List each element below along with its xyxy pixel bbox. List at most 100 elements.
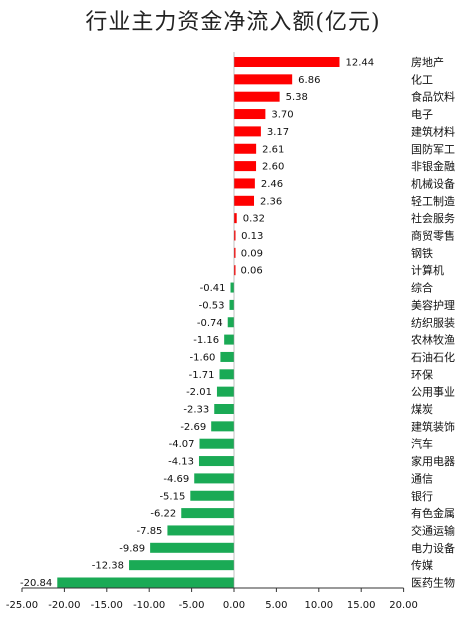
category-label: 建筑装饰 bbox=[411, 419, 455, 433]
bar bbox=[234, 213, 237, 224]
bar bbox=[234, 91, 280, 102]
x-tick-label: 10.00 bbox=[304, 600, 333, 611]
category-label: 家用电器 bbox=[411, 454, 455, 468]
bar bbox=[234, 109, 266, 120]
bar bbox=[194, 473, 234, 484]
data-label: -4.13 bbox=[168, 457, 194, 468]
bar bbox=[234, 178, 255, 189]
category-label: 交通运输 bbox=[411, 523, 455, 537]
category-label: 社会服务 bbox=[411, 211, 455, 225]
data-label: 0.09 bbox=[241, 248, 263, 259]
bar bbox=[190, 490, 234, 501]
bar bbox=[229, 299, 234, 310]
bar bbox=[220, 351, 234, 362]
bar bbox=[216, 386, 234, 397]
bar bbox=[234, 74, 293, 85]
bar bbox=[181, 508, 234, 519]
data-label: -1.16 bbox=[193, 335, 219, 346]
bar bbox=[211, 421, 234, 432]
data-label: 3.17 bbox=[267, 127, 289, 138]
bar bbox=[214, 404, 234, 414]
x-tick-label: 20.00 bbox=[389, 600, 418, 611]
data-label: 2.46 bbox=[261, 179, 283, 190]
category-label: 计算机 bbox=[411, 263, 444, 277]
bar bbox=[234, 195, 255, 206]
category-label: 美容护理 bbox=[411, 298, 455, 312]
x-tick-label: -5.00 bbox=[179, 600, 205, 611]
category-label: 综合 bbox=[411, 281, 433, 295]
category-label: 纺织服装 bbox=[411, 315, 455, 329]
bar bbox=[234, 161, 257, 172]
data-label: -1.71 bbox=[189, 370, 215, 381]
data-label: -0.74 bbox=[197, 318, 223, 329]
bar bbox=[227, 317, 234, 328]
data-label: -4.07 bbox=[169, 439, 195, 450]
data-label: 0.13 bbox=[241, 231, 263, 242]
bar bbox=[199, 438, 234, 449]
data-label: -7.85 bbox=[137, 526, 163, 537]
category-label: 电力设备 bbox=[411, 541, 455, 555]
data-label: 2.60 bbox=[262, 162, 284, 173]
category-label: 食品饮料 bbox=[411, 90, 455, 104]
data-label: 2.61 bbox=[262, 144, 284, 155]
category-label: 公用事业 bbox=[411, 386, 455, 399]
category-label: 非银金融 bbox=[411, 159, 455, 173]
category-label: 电子 bbox=[411, 108, 433, 121]
category-label: 机械设备 bbox=[411, 176, 455, 190]
bar bbox=[234, 57, 340, 67]
data-label: -0.41 bbox=[200, 283, 226, 294]
bar bbox=[234, 143, 257, 154]
x-tick-label: -25.00 bbox=[6, 600, 38, 611]
bar bbox=[234, 265, 236, 276]
category-label: 传媒 bbox=[411, 559, 433, 572]
data-label: 6.86 bbox=[298, 75, 320, 86]
category-label: 环保 bbox=[411, 367, 433, 381]
bar bbox=[150, 542, 234, 553]
data-label: 5.38 bbox=[286, 92, 308, 103]
data-label: -6.22 bbox=[150, 509, 176, 520]
x-tick-label: 0.00 bbox=[223, 600, 245, 611]
x-tick-label: -10.00 bbox=[133, 600, 165, 611]
data-label: 3.70 bbox=[271, 110, 293, 121]
data-label: -2.33 bbox=[183, 405, 209, 416]
data-label: -4.69 bbox=[163, 474, 189, 485]
x-tick-label: 15.00 bbox=[347, 600, 376, 611]
category-label: 农林牧渔 bbox=[411, 333, 455, 347]
category-label: 煤炭 bbox=[411, 403, 433, 416]
data-label: 12.44 bbox=[345, 58, 374, 69]
category-label: 化工 bbox=[411, 72, 433, 86]
category-label: 商贸零售 bbox=[411, 229, 455, 243]
data-label: 0.06 bbox=[241, 266, 263, 277]
data-label: 2.36 bbox=[260, 196, 282, 207]
bar bbox=[219, 369, 234, 380]
data-label: -2.01 bbox=[186, 387, 212, 398]
category-label: 医药生物 bbox=[411, 576, 455, 590]
data-label: -0.53 bbox=[199, 300, 225, 311]
category-label: 国防军工 bbox=[411, 142, 455, 156]
category-label: 建筑材料 bbox=[411, 124, 455, 138]
bar bbox=[234, 247, 236, 258]
bar bbox=[234, 230, 236, 241]
category-label: 有色金属 bbox=[411, 506, 455, 520]
chart-title: 行业主力资金净流入额(亿元) bbox=[85, 10, 381, 35]
category-label: 轻工制造 bbox=[411, 194, 455, 208]
bar bbox=[57, 577, 235, 588]
bar bbox=[234, 126, 261, 137]
x-tick-label: -15.00 bbox=[91, 600, 123, 611]
category-label: 银行 bbox=[411, 489, 433, 503]
bar bbox=[129, 560, 234, 571]
category-label: 通信 bbox=[411, 472, 433, 485]
data-label: -9.89 bbox=[119, 543, 145, 554]
data-label: 0.32 bbox=[243, 214, 265, 225]
data-label: -1.60 bbox=[190, 352, 216, 363]
bar bbox=[224, 334, 234, 345]
bar bbox=[198, 456, 234, 467]
data-label: -20.84 bbox=[20, 578, 52, 589]
category-label: 钢铁 bbox=[411, 247, 433, 260]
data-label: -2.69 bbox=[180, 422, 206, 433]
bar bbox=[167, 525, 234, 536]
data-label: -12.38 bbox=[92, 561, 124, 572]
x-tick-label: -20.00 bbox=[48, 600, 80, 611]
category-label: 石油石化 bbox=[411, 350, 455, 364]
